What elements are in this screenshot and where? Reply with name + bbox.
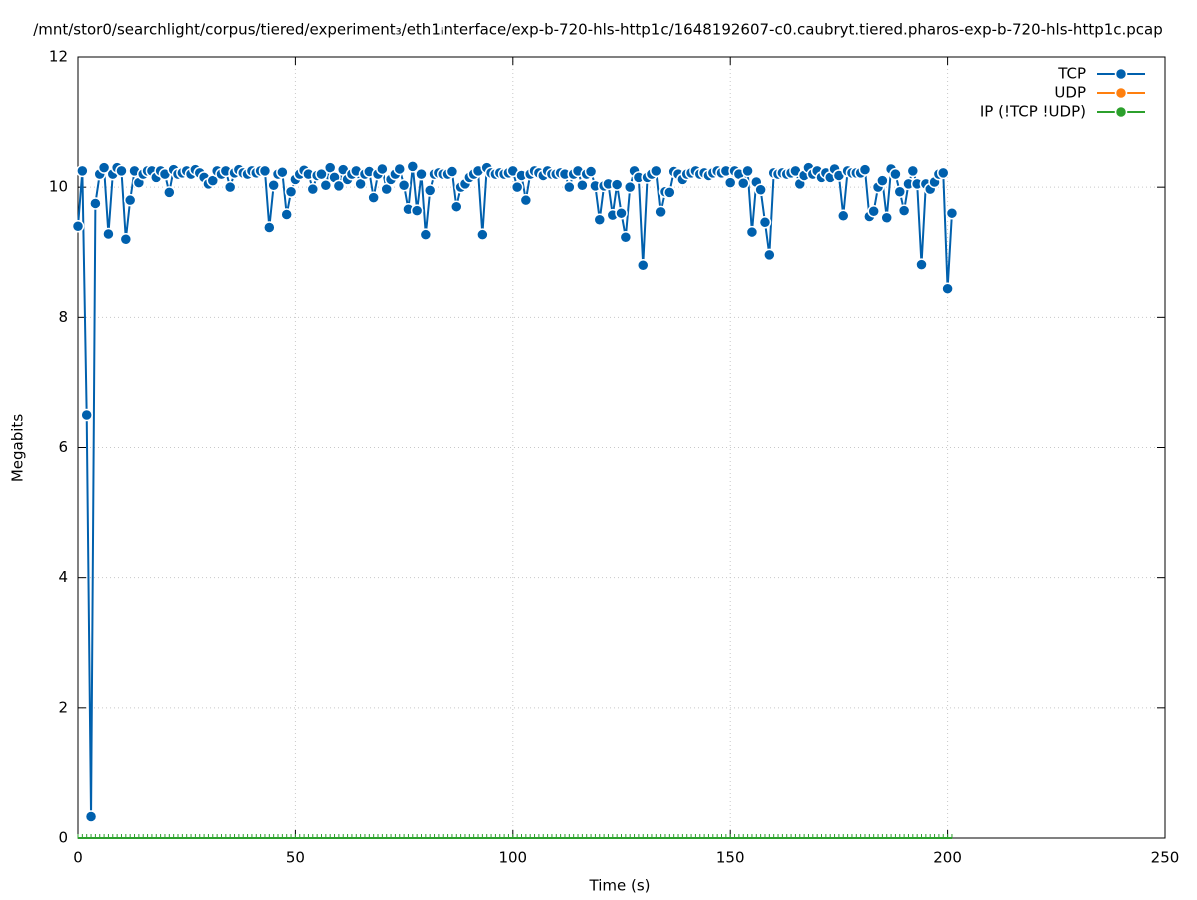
data-point: [445, 165, 459, 178]
x-tick-label: 200: [933, 849, 962, 867]
data-point: [867, 204, 880, 218]
data-point: [423, 184, 437, 197]
data-point: [397, 178, 411, 192]
data-point: [115, 164, 128, 178]
x-tick-label: 100: [498, 849, 527, 867]
data-point: [754, 183, 767, 197]
data-point: [284, 185, 298, 198]
data-point: [741, 164, 754, 178]
data-point: [858, 163, 872, 176]
data-point: [123, 193, 137, 207]
data-point: [893, 185, 907, 198]
data-point: [758, 216, 772, 229]
data-point: [510, 180, 524, 194]
y-tick-label: 12: [49, 48, 68, 66]
data-point: [393, 162, 407, 176]
x-tick-label: 50: [286, 849, 305, 867]
legend-swatch: [1114, 86, 1128, 100]
data-point: [876, 174, 889, 187]
data-point: [519, 193, 533, 207]
x-tick-label: 250: [1151, 849, 1180, 867]
data-point: [945, 206, 959, 220]
data-point: [102, 227, 115, 241]
data-point: [84, 810, 98, 823]
data-point: [258, 164, 272, 178]
data-point: [376, 162, 389, 176]
data-point: [763, 248, 776, 262]
x-axis-label: Time (s): [589, 877, 651, 895]
data-point: [610, 178, 624, 191]
data-point: [476, 228, 489, 241]
chart-title: /mnt/stor0/searchlight/corpus/tiered/exp…: [33, 21, 1163, 39]
data-point: [723, 176, 737, 189]
data-point: [267, 178, 280, 192]
data-point: [654, 205, 667, 219]
data-point: [410, 204, 424, 217]
data-point: [623, 180, 637, 194]
data-point: [80, 408, 93, 422]
data-point: [663, 186, 676, 199]
data-point: [897, 204, 911, 217]
data-point: [450, 200, 463, 213]
data-point: [563, 180, 576, 194]
legend-swatch: [1114, 67, 1128, 81]
data-point: [276, 165, 289, 179]
data-point: [650, 164, 663, 178]
data-point: [415, 167, 428, 181]
legend-label: IP (!TCP !UDP): [980, 103, 1086, 121]
x-tick-label: 0: [73, 849, 83, 867]
data-point: [937, 166, 950, 180]
legend-label: UDP: [1054, 84, 1086, 102]
data-point: [76, 164, 89, 178]
data-point: [419, 228, 433, 241]
data-point: [406, 160, 420, 173]
data-point: [941, 282, 954, 295]
data-point: [836, 209, 850, 223]
series-line: [77, 164, 953, 817]
y-tick-label: 8: [58, 308, 68, 326]
data-point: [315, 167, 328, 181]
data-point: [619, 231, 633, 244]
data-point: [915, 258, 928, 271]
data-point: [636, 259, 650, 272]
y-tick-label: 2: [58, 698, 68, 716]
data-point: [889, 167, 902, 181]
y-tick-label: 4: [58, 568, 68, 586]
data-point: [615, 206, 628, 220]
data-point: [576, 178, 589, 192]
data-point: [736, 177, 750, 190]
data-point: [280, 208, 293, 221]
data-point: [906, 164, 920, 178]
legend-label: TCP: [1057, 65, 1086, 83]
data-point: [332, 179, 346, 193]
data-point: [306, 182, 320, 196]
data-point: [367, 191, 380, 204]
data-point: [97, 161, 111, 174]
data-point: [593, 213, 607, 226]
y-axis-label: Megabits: [9, 414, 27, 482]
data-point: [319, 178, 333, 192]
data-point: [89, 197, 102, 210]
y-tick-label: 10: [49, 178, 68, 196]
x-tick-label: 150: [716, 849, 745, 867]
data-point: [223, 180, 237, 194]
data-point: [880, 211, 893, 225]
y-tick-label: 6: [58, 438, 68, 456]
data-point: [263, 221, 276, 234]
data-point: [745, 225, 759, 239]
legend-swatch: [1114, 105, 1128, 119]
y-tick-label: 0: [58, 829, 68, 847]
data-point: [163, 186, 176, 199]
data-point: [119, 232, 133, 246]
data-point: [584, 165, 598, 178]
data-point: [71, 219, 85, 233]
